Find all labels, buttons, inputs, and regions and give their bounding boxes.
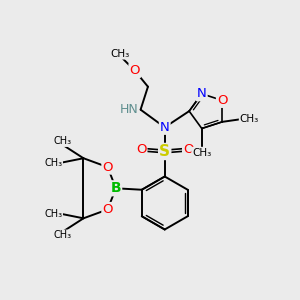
Text: CH₃: CH₃ <box>44 209 62 219</box>
Text: CH₃: CH₃ <box>192 148 212 158</box>
Text: O: O <box>217 94 227 107</box>
Text: O: O <box>102 160 113 174</box>
Text: CH₃: CH₃ <box>110 49 130 59</box>
Text: HN: HN <box>119 103 138 116</box>
Text: N: N <box>160 121 169 134</box>
Text: N: N <box>197 87 207 100</box>
Text: B: B <box>110 181 121 195</box>
Text: CH₃: CH₃ <box>54 136 72 146</box>
Text: CH₃: CH₃ <box>240 114 259 124</box>
Text: O: O <box>136 143 146 157</box>
Text: CH₃: CH₃ <box>54 230 72 240</box>
Text: O: O <box>183 143 194 157</box>
Text: CH₃: CH₃ <box>44 158 62 168</box>
Text: O: O <box>102 203 113 216</box>
Text: O: O <box>129 64 140 77</box>
Text: S: S <box>159 144 170 159</box>
